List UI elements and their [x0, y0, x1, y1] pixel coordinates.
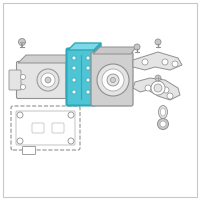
Circle shape: [151, 81, 165, 95]
Circle shape: [18, 38, 26, 46]
Circle shape: [142, 59, 148, 65]
FancyBboxPatch shape: [22, 146, 36, 154]
Circle shape: [145, 85, 151, 91]
Circle shape: [163, 87, 169, 93]
Polygon shape: [68, 43, 101, 50]
Polygon shape: [18, 55, 72, 63]
Circle shape: [86, 78, 90, 82]
Circle shape: [68, 138, 74, 144]
Circle shape: [86, 66, 90, 70]
Circle shape: [45, 77, 51, 83]
Circle shape: [72, 66, 76, 70]
Circle shape: [158, 118, 168, 130]
Circle shape: [86, 56, 90, 60]
Circle shape: [97, 64, 129, 96]
Circle shape: [21, 74, 26, 79]
Polygon shape: [133, 52, 182, 70]
Circle shape: [102, 69, 124, 91]
Circle shape: [162, 59, 168, 65]
FancyBboxPatch shape: [16, 62, 68, 98]
Circle shape: [41, 73, 55, 87]
Circle shape: [37, 69, 59, 91]
Polygon shape: [66, 55, 72, 97]
Circle shape: [72, 78, 76, 82]
Circle shape: [21, 84, 26, 90]
FancyBboxPatch shape: [9, 70, 21, 90]
Circle shape: [155, 75, 161, 81]
Polygon shape: [93, 47, 136, 54]
Ellipse shape: [160, 108, 166, 116]
Circle shape: [110, 77, 116, 82]
Circle shape: [17, 112, 23, 118]
FancyBboxPatch shape: [91, 52, 133, 106]
Circle shape: [68, 112, 74, 118]
Polygon shape: [133, 78, 180, 100]
Polygon shape: [94, 43, 101, 104]
Circle shape: [155, 39, 161, 45]
Circle shape: [107, 74, 119, 86]
FancyBboxPatch shape: [66, 48, 96, 106]
Circle shape: [172, 61, 178, 67]
Circle shape: [86, 90, 90, 94]
Circle shape: [154, 84, 162, 92]
Circle shape: [167, 93, 173, 99]
Circle shape: [160, 121, 166, 127]
FancyBboxPatch shape: [11, 106, 80, 150]
Ellipse shape: [158, 106, 168, 118]
Circle shape: [72, 56, 76, 60]
Circle shape: [72, 90, 76, 94]
Circle shape: [17, 138, 23, 144]
Circle shape: [134, 44, 140, 50]
